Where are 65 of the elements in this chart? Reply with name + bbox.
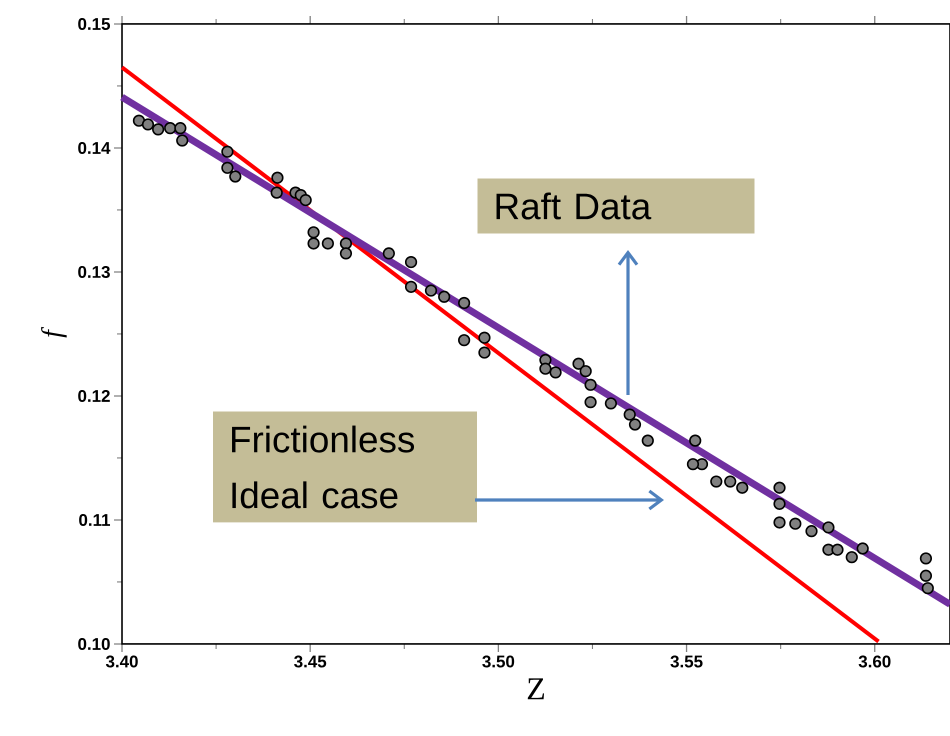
x-tick-label: 3.55 (670, 656, 703, 668)
point (478, 332, 491, 344)
point (270, 186, 283, 199)
point (152, 123, 164, 136)
point (856, 542, 869, 555)
x-axis-title: Z (528, 678, 544, 700)
point (572, 358, 585, 370)
y-tick-label: 0.15 (78, 18, 110, 30)
point (689, 434, 702, 447)
annotation: Frictionless Ideal case (232, 426, 414, 508)
y-axis-title: f (41, 326, 67, 338)
point (340, 247, 352, 260)
y-tick-label: 0.10 (78, 638, 110, 650)
point (404, 280, 418, 293)
point (142, 118, 154, 131)
point (340, 237, 352, 250)
point (580, 365, 592, 378)
point (382, 247, 395, 260)
point (773, 498, 786, 510)
point (736, 482, 748, 494)
point (322, 237, 334, 250)
y-tick-label: 0.11 (79, 514, 110, 526)
point (584, 396, 597, 408)
point (132, 114, 146, 127)
point (773, 516, 786, 529)
point (822, 521, 835, 534)
point (831, 544, 844, 556)
point (710, 475, 722, 488)
point (846, 551, 858, 564)
point (458, 296, 470, 310)
point (271, 172, 284, 184)
point (773, 482, 786, 494)
x-tick-label: 3.60 (858, 656, 891, 668)
point (221, 146, 234, 158)
point (724, 475, 736, 488)
point (307, 237, 320, 250)
point (229, 170, 242, 183)
y-tick-label: 0.14 (78, 142, 110, 154)
point (438, 290, 450, 303)
point (805, 525, 818, 538)
y-tick-label: 0.13 (78, 266, 110, 278)
annotation: Raft Data (496, 192, 652, 220)
y-tick-label: 0.12 (78, 390, 110, 402)
point (539, 362, 552, 375)
x-tick-label: 3.45 (294, 656, 326, 668)
point (628, 418, 642, 431)
point (300, 194, 312, 206)
x-tick-label: 3.40 (106, 656, 138, 668)
point (789, 518, 802, 530)
point (624, 408, 636, 421)
point (458, 334, 470, 346)
point (549, 366, 562, 379)
point (478, 346, 491, 359)
point (642, 434, 654, 447)
point (404, 256, 418, 268)
point (174, 122, 186, 134)
x-tick-label: 3.50 (482, 656, 514, 668)
point (221, 162, 234, 174)
point (164, 122, 176, 134)
point (176, 134, 188, 147)
point (584, 378, 597, 391)
point (604, 397, 618, 410)
point (307, 226, 320, 238)
point (424, 284, 438, 297)
point (686, 458, 700, 470)
